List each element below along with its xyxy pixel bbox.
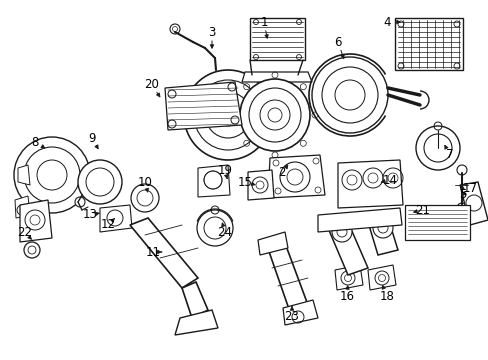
Ellipse shape xyxy=(183,70,271,160)
Polygon shape xyxy=(258,232,287,255)
Circle shape xyxy=(131,184,159,212)
Circle shape xyxy=(415,126,459,170)
Text: 19: 19 xyxy=(217,163,232,176)
Polygon shape xyxy=(367,218,397,255)
Polygon shape xyxy=(130,218,198,288)
Polygon shape xyxy=(264,235,307,312)
Ellipse shape xyxy=(248,82,306,142)
Text: 16: 16 xyxy=(339,289,354,302)
Polygon shape xyxy=(367,265,395,290)
Polygon shape xyxy=(198,165,229,197)
Text: 9: 9 xyxy=(88,131,96,144)
Text: 11: 11 xyxy=(145,246,160,258)
Polygon shape xyxy=(182,282,207,318)
Circle shape xyxy=(14,137,90,213)
Text: 13: 13 xyxy=(82,208,97,221)
Polygon shape xyxy=(175,310,218,335)
Text: 6: 6 xyxy=(334,36,341,49)
Ellipse shape xyxy=(240,79,309,151)
Circle shape xyxy=(75,197,85,207)
Circle shape xyxy=(311,57,387,133)
Text: 15: 15 xyxy=(237,175,252,189)
Circle shape xyxy=(170,24,180,34)
Bar xyxy=(249,18,305,60)
Bar xyxy=(394,18,462,70)
Text: 17: 17 xyxy=(462,181,476,194)
Text: 18: 18 xyxy=(379,289,394,302)
Polygon shape xyxy=(459,182,487,225)
Polygon shape xyxy=(327,222,367,275)
Text: 12: 12 xyxy=(101,219,115,231)
Text: 10: 10 xyxy=(137,175,152,189)
Text: 24: 24 xyxy=(217,225,232,238)
Bar xyxy=(404,205,469,240)
Text: 4: 4 xyxy=(383,15,390,28)
Text: 3: 3 xyxy=(208,26,215,39)
Polygon shape xyxy=(15,196,30,218)
Text: 22: 22 xyxy=(18,225,32,238)
Polygon shape xyxy=(317,208,401,232)
Circle shape xyxy=(372,218,392,238)
Polygon shape xyxy=(283,300,317,325)
Text: 2: 2 xyxy=(278,166,285,180)
Polygon shape xyxy=(18,165,30,185)
Polygon shape xyxy=(164,82,242,130)
Circle shape xyxy=(197,210,232,246)
Text: 14: 14 xyxy=(382,174,397,186)
Text: 5: 5 xyxy=(458,189,466,202)
Text: 21: 21 xyxy=(415,203,429,216)
Polygon shape xyxy=(100,205,132,232)
Polygon shape xyxy=(337,160,402,208)
Polygon shape xyxy=(20,200,52,242)
Circle shape xyxy=(331,222,351,242)
Text: 1: 1 xyxy=(260,15,267,28)
Circle shape xyxy=(78,160,122,204)
Polygon shape xyxy=(242,72,311,82)
Text: 23: 23 xyxy=(284,310,299,323)
Polygon shape xyxy=(334,265,362,290)
Text: 8: 8 xyxy=(31,135,39,148)
Circle shape xyxy=(24,242,40,258)
Text: 7: 7 xyxy=(446,148,453,162)
Polygon shape xyxy=(247,170,273,200)
Text: 20: 20 xyxy=(144,78,159,91)
Polygon shape xyxy=(267,155,325,198)
